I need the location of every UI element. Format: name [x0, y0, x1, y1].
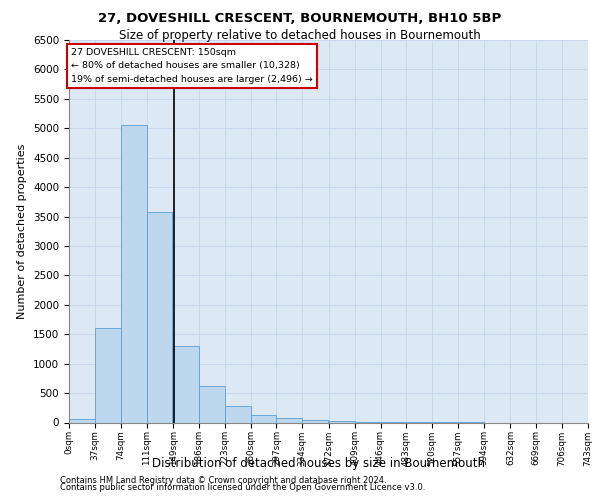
Bar — [121, 126, 146, 422]
Bar — [329, 420, 355, 422]
Bar — [225, 406, 251, 422]
Bar — [199, 386, 225, 422]
Bar — [277, 418, 302, 422]
Bar — [251, 415, 277, 422]
Y-axis label: Number of detached properties: Number of detached properties — [17, 144, 28, 319]
Text: Contains public sector information licensed under the Open Government Licence v3: Contains public sector information licen… — [60, 484, 425, 492]
Bar — [69, 420, 95, 422]
Text: Size of property relative to detached houses in Bournemouth: Size of property relative to detached ho… — [119, 29, 481, 42]
Text: 27 DOVESHILL CRESCENT: 150sqm
← 80% of detached houses are smaller (10,328)
19% : 27 DOVESHILL CRESCENT: 150sqm ← 80% of d… — [71, 48, 313, 84]
Text: Distribution of detached houses by size in Bournemouth: Distribution of detached houses by size … — [151, 457, 485, 470]
Text: Contains HM Land Registry data © Crown copyright and database right 2024.: Contains HM Land Registry data © Crown c… — [60, 476, 386, 485]
Bar — [95, 328, 121, 422]
Bar — [146, 212, 172, 422]
Bar — [173, 346, 199, 422]
Bar — [302, 420, 328, 422]
Text: 27, DOVESHILL CRESCENT, BOURNEMOUTH, BH10 5BP: 27, DOVESHILL CRESCENT, BOURNEMOUTH, BH1… — [98, 12, 502, 26]
